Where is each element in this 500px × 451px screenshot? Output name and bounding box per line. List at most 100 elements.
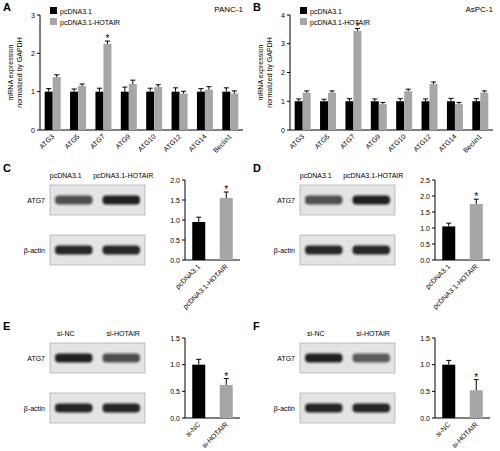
error-bar	[173, 88, 178, 92]
blot-background	[300, 235, 395, 265]
bar	[146, 92, 154, 130]
blot-row	[50, 185, 145, 215]
error-cap	[380, 102, 385, 103]
blot-background	[50, 393, 145, 423]
bar	[480, 93, 488, 130]
y-tick-label: 1.0	[420, 225, 430, 232]
bar	[197, 92, 205, 130]
y-tick-label: 1.0	[170, 217, 180, 224]
panel-5: Fsi-NCsi-HOTAIRATG7β-actin0.00.51.01.5si…	[253, 320, 490, 449]
error-cap	[54, 74, 59, 75]
x-tick-label: ATG7	[89, 133, 107, 151]
blot-band	[55, 246, 93, 255]
error-stem	[198, 217, 199, 222]
blot-row	[300, 343, 395, 373]
legend-entry: pcDNA3.1	[300, 7, 342, 16]
error-bar	[296, 99, 301, 101]
blot-band	[55, 354, 93, 363]
error-bar	[446, 360, 451, 364]
error-stem	[198, 359, 199, 364]
y-axis-label: mRNA expressionnormalized by GAPDH	[257, 37, 274, 107]
error-cap	[148, 88, 153, 89]
y-tick-label: 0.5	[420, 241, 430, 248]
error-cap	[406, 89, 411, 90]
blot-background	[300, 343, 395, 373]
y-tick-label: 0.5	[170, 237, 180, 244]
error-bar	[181, 91, 186, 93]
y-axis-label-line: normalized by GAPDH	[266, 37, 274, 107]
bar	[121, 92, 129, 130]
error-cap	[423, 98, 428, 99]
error-cap	[46, 88, 51, 89]
error-cap	[431, 81, 436, 82]
page: {"chart_data":[ {"panel":"A","type":"bar…	[0, 0, 500, 451]
panel-0: AmRNA expressionnormalized by GAPDH0123A…	[3, 1, 244, 154]
error-stem	[132, 80, 133, 84]
panel-2: CpcDNA3.1pcDNA3.1-HOTAIRATG7β-actin0.00.…	[3, 162, 240, 311]
error-bar	[398, 99, 403, 102]
significance: *	[224, 371, 228, 382]
error-bar	[330, 91, 335, 93]
plot-area	[442, 199, 483, 260]
x-tick-label: si-NC	[434, 421, 451, 438]
y-tick-label: 0.5	[420, 388, 430, 395]
blot-row	[300, 185, 395, 215]
y-tick-label: 1.5	[170, 335, 180, 342]
bar	[430, 84, 438, 130]
error-cap	[224, 87, 229, 88]
blot-band	[103, 354, 141, 363]
y-tick-label: 0.0	[420, 257, 430, 264]
legend-swatch	[50, 7, 57, 14]
blot-band	[55, 196, 93, 205]
panel-letter: C	[3, 162, 11, 174]
bar	[404, 91, 412, 130]
y-axis	[290, 15, 291, 130]
y-axis-label-line: mRNA expression	[257, 44, 265, 100]
bar	[447, 101, 455, 130]
bar	[154, 87, 162, 130]
error-bar	[347, 99, 352, 102]
error-cap	[474, 98, 479, 99]
y-tick-label: 1.0	[170, 361, 180, 368]
bar	[455, 104, 463, 130]
title: PANC-1	[214, 5, 243, 14]
error-bar	[380, 102, 385, 104]
bar	[129, 84, 137, 130]
error-cap	[322, 99, 327, 100]
bar	[328, 93, 336, 130]
x-tick-label: ATG10	[387, 133, 407, 153]
y-axis	[435, 338, 436, 418]
blot-background	[50, 185, 145, 215]
error-cap	[398, 98, 403, 99]
bar	[472, 101, 480, 130]
bar	[303, 93, 311, 130]
legend-label: pcDNA3.1	[310, 8, 342, 16]
significance: *	[224, 184, 228, 195]
error-cap	[80, 84, 85, 85]
error-cap	[181, 91, 186, 92]
y-tick-label: 2.5	[420, 177, 430, 184]
bar	[205, 90, 213, 130]
plot-area	[192, 192, 233, 260]
y-tick-label: 4	[281, 12, 285, 19]
lane-label: si-HOTAIR	[107, 330, 140, 337]
blot-background	[50, 343, 145, 373]
legend-swatch	[300, 7, 307, 14]
error-bar	[54, 75, 59, 77]
error-cap	[232, 90, 237, 91]
blot-row-label: ATG7	[277, 197, 295, 204]
legend-swatch	[300, 18, 307, 25]
x-tick-label: Beclin1	[212, 133, 233, 154]
x-tick-label: ATG12	[412, 133, 432, 153]
x-tick-label: ATG14	[437, 133, 457, 153]
x-tick-label: ATG3	[288, 133, 306, 151]
plot-area	[45, 41, 239, 130]
blot-band	[353, 196, 391, 205]
bar	[192, 222, 205, 260]
error-cap	[97, 88, 102, 89]
error-bar	[80, 84, 85, 86]
error-bar	[148, 88, 153, 91]
y-axis	[185, 338, 186, 418]
x-tick-label: pcDNA3.1-HOTAIR	[431, 263, 479, 311]
legend-entry: pcDNA3.1	[50, 7, 92, 16]
